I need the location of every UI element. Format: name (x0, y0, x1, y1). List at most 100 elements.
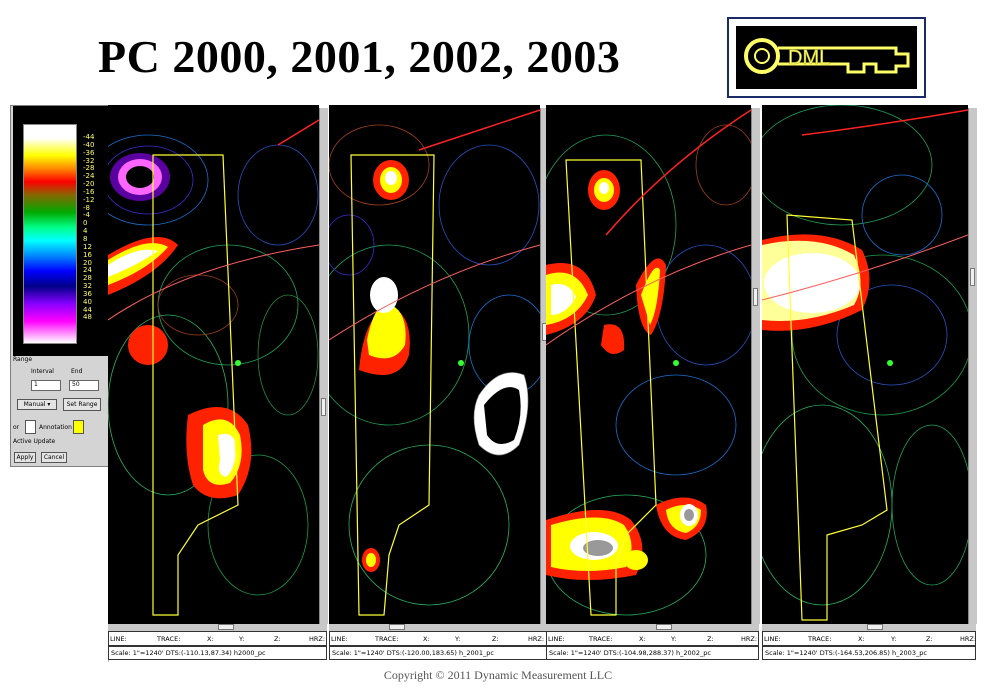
colorbar-tick-label: 16 (83, 250, 92, 259)
colorbar-tick-label: 48 (83, 313, 92, 322)
vertical-scrollbar-1[interactable] (319, 108, 328, 624)
trace-label: TRACE: (157, 635, 181, 643)
line-label: LINE: (764, 635, 781, 643)
horizontal-scrollbar-4[interactable] (762, 624, 976, 631)
trace-label: TRACE: (375, 635, 399, 643)
colorbar-tick-label: 0 (83, 219, 88, 228)
apply-button[interactable]: Apply (14, 452, 36, 463)
trace-label: TRACE: (589, 635, 613, 643)
chevron-down-icon: ▾ (47, 401, 51, 408)
color-label: or (13, 424, 20, 431)
z-label: Z: (926, 635, 933, 643)
horizontal-scrollbar-2[interactable] (329, 624, 548, 631)
status-bar-2: LINE: TRACE: X: Y: Z: HRZ: (329, 631, 548, 646)
hrz-label: HRZ: (528, 635, 545, 643)
colorbar-tick-label: 44 (83, 305, 92, 314)
color-swatch-white[interactable] (25, 420, 36, 434)
scroll-thumb[interactable] (867, 624, 883, 630)
scale-readout-2000: Scale: 1"=1240' DTS:(-110.13,87.34) h200… (108, 646, 327, 660)
range-label: Range (13, 356, 33, 363)
annotation-label: Annotation (39, 424, 72, 431)
set-range-button[interactable]: Set Range (63, 398, 101, 411)
end-input[interactable]: 50 (69, 380, 99, 391)
z-label: Z: (492, 635, 499, 643)
page-title: PC 2000, 2001, 2002, 2003 (98, 31, 621, 82)
map-panel-2001[interactable] (329, 105, 540, 625)
status-bar-3: LINE: TRACE: X: Y: Z: HRZ: (546, 631, 759, 646)
scroll-thumb[interactable] (970, 268, 975, 286)
vertical-scrollbar-4[interactable] (968, 108, 977, 624)
line-label: LINE: (110, 635, 127, 643)
z-label: Z: (274, 635, 281, 643)
x-label: X: (207, 635, 214, 643)
colorbar-tick-label: -24 (83, 172, 95, 181)
hrz-label: HRZ: (309, 635, 326, 643)
colorbar-tick-label: 4 (83, 227, 88, 236)
trace-label: TRACE: (808, 635, 832, 643)
map-panel-2000[interactable] (108, 105, 319, 625)
colorbar-tick-label: -12 (83, 195, 95, 204)
colorbar-tick-label: -44 (83, 133, 95, 141)
colorbar-tick-label: -28 (83, 164, 95, 173)
active-update-label: Active Update (13, 438, 56, 445)
interval-label: Interval (31, 368, 54, 375)
scale-readout-2001: Scale: 1"=1240' DTS:(-120.00,183.65) h_2… (329, 646, 548, 660)
colorbar-area: -44 -40 -36 -32 -28 -24 -20 -16 -12 -8 -4 0 4 8 12 16 20… (13, 106, 108, 356)
scroll-thumb[interactable] (389, 624, 405, 630)
y-label: Y: (891, 635, 897, 643)
scroll-thumb[interactable] (753, 288, 758, 306)
colorbar-tick-label: -36 (83, 148, 95, 157)
scroll-thumb[interactable] (218, 624, 234, 630)
line-label: LINE: (548, 635, 565, 643)
map-panel-2003[interactable] (762, 105, 968, 625)
logo-text: DML (788, 47, 830, 69)
scale-readout-2002: Scale: 1"=1240' DTS:(-104.98,288.37) h_2… (546, 646, 759, 660)
mode-select[interactable]: Manual ▾ (17, 399, 57, 410)
annotation-color-swatch[interactable] (73, 420, 84, 434)
color-scale-panel: -44 -40 -36 -32 -28 -24 -20 -16 -12 -8 -4 0 4 8 12 16 20… (10, 105, 109, 467)
line-label: LINE: (331, 635, 348, 643)
z-label: Z: (707, 635, 714, 643)
hrz-label: HRZ: (960, 635, 976, 643)
y-label: Y: (671, 635, 677, 643)
dml-logo: DML (727, 17, 926, 98)
key-logo-icon: DML (744, 38, 910, 74)
end-label: End (71, 368, 83, 375)
colorbar-tick-label: 36 (83, 289, 92, 298)
colorbar-tick-label: 32 (83, 282, 92, 291)
x-label: X: (423, 635, 430, 643)
colorbar-tick-label: -20 (83, 180, 95, 189)
map-panel-2002[interactable] (546, 105, 751, 625)
color-ramp (23, 124, 77, 344)
panel-strip (10, 467, 109, 662)
colorbar-tick-label: 40 (83, 297, 92, 306)
scroll-thumb[interactable] (656, 624, 672, 630)
scroll-thumb[interactable] (321, 398, 326, 416)
interval-input[interactable]: 1 (31, 380, 61, 391)
colorbar-ticks: -44 -40 -36 -32 -28 -24 -20 -16 -12 -8 -4 0 4 8 12 16 20… (83, 133, 95, 322)
cancel-button[interactable]: Cancel (41, 452, 67, 463)
horizontal-scrollbar-1[interactable] (108, 624, 327, 631)
colorbar-tick-label: -32 (83, 156, 95, 165)
colorbar-tick-label: 28 (83, 274, 92, 283)
x-label: X: (858, 635, 865, 643)
colorbar-tick-label: 8 (83, 234, 88, 243)
colorbar-tick-label: -4 (83, 211, 90, 220)
vertical-scrollbar-3[interactable] (751, 108, 760, 624)
status-bar-1: LINE: TRACE: X: Y: Z: HRZ: (108, 631, 327, 646)
scale-readout-2003: Scale: 1"=1240' DTS:(-164.53,206.85) h_2… (762, 646, 976, 660)
y-label: Y: (455, 635, 461, 643)
status-bar-4: LINE: TRACE: X: Y: Z: HRZ: (762, 631, 976, 646)
colorbar-tick-label: 12 (83, 242, 92, 251)
mode-value: Manual (23, 401, 46, 408)
colorbar-tick-label: -8 (83, 203, 90, 212)
x-label: X: (639, 635, 646, 643)
colorbar-tick-label: -16 (83, 187, 95, 196)
colorbar-tick-label: 24 (83, 266, 92, 275)
colorbar-tick-label: -40 (83, 140, 95, 149)
hrz-label: HRZ: (741, 635, 758, 643)
y-label: Y: (239, 635, 245, 643)
colorbar-tick-label: 20 (83, 258, 92, 267)
copyright-text: Copyright © 2011 Dynamic Measurement LLC (383, 668, 613, 682)
horizontal-scrollbar-3[interactable] (546, 624, 759, 631)
